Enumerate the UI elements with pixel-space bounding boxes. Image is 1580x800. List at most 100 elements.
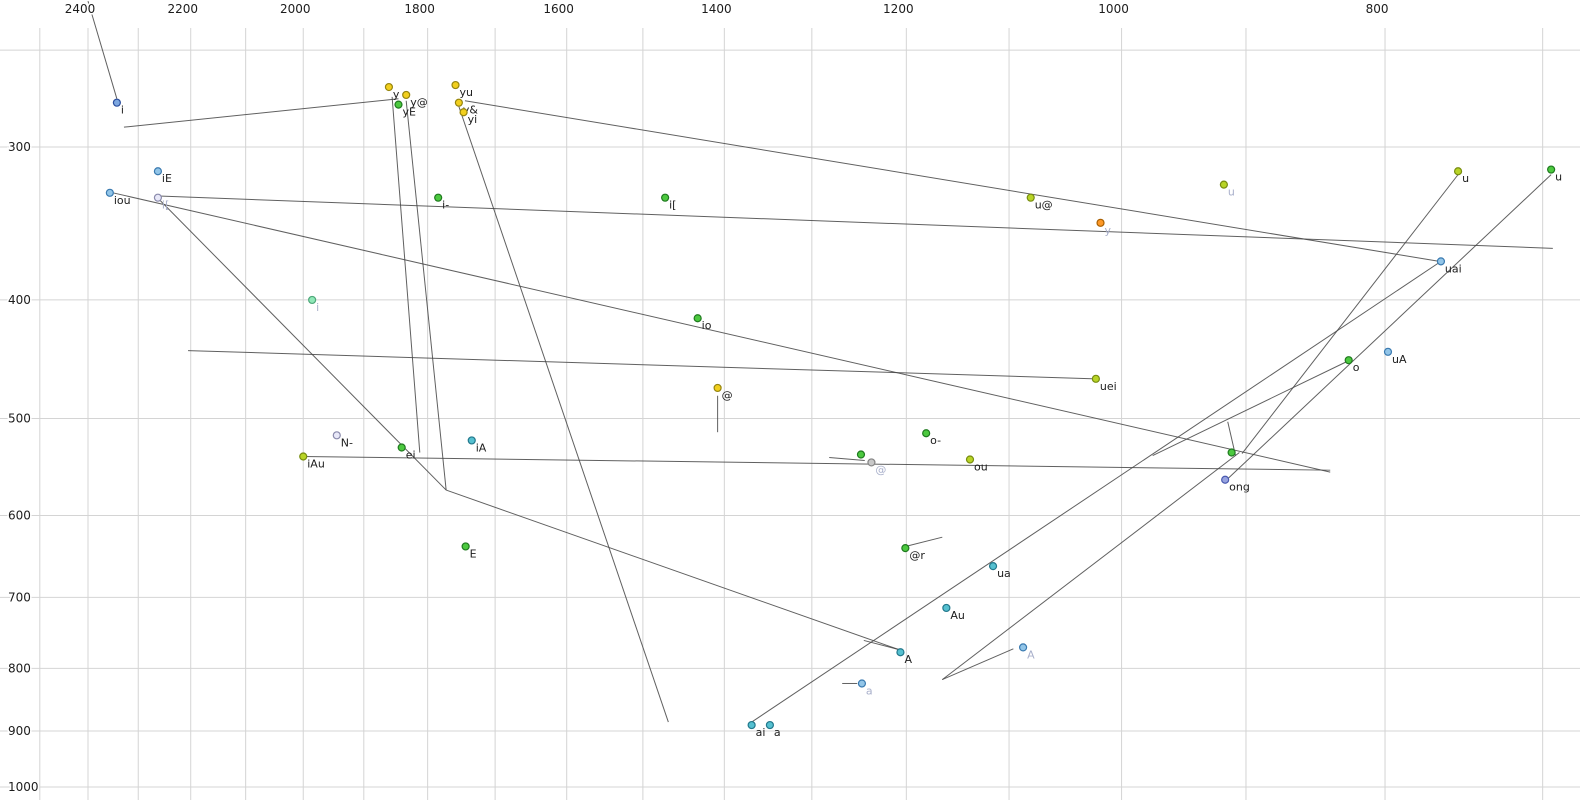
trajectory-line [158, 195, 1553, 249]
data-point[interactable] [1221, 475, 1230, 484]
x-axis-tick-label: 2400 [65, 2, 96, 16]
point-label: A [904, 653, 912, 666]
y-axis-tick-label: 300 [8, 140, 31, 154]
point-label: N- [341, 436, 353, 449]
data-point[interactable] [459, 108, 468, 117]
point-label: u [1555, 171, 1562, 184]
data-point[interactable] [434, 193, 443, 202]
point-label: o- [930, 434, 941, 447]
data-point[interactable] [747, 720, 756, 730]
data-point[interactable] [901, 544, 910, 553]
x-axis-tick-label: 1000 [1098, 2, 1129, 16]
data-point[interactable] [153, 167, 163, 176]
data-point[interactable] [942, 603, 951, 613]
data-point[interactable] [1219, 180, 1228, 189]
point-label: y [393, 88, 400, 101]
data-point[interactable] [402, 90, 411, 100]
data-point[interactable] [451, 80, 460, 90]
data-point[interactable] [713, 383, 722, 393]
x-axis-tick-label: 1200 [883, 2, 914, 16]
data-point[interactable] [332, 431, 341, 440]
point-label: u [1228, 186, 1235, 199]
trajectory-line [405, 100, 447, 491]
point-label: y [1105, 224, 1112, 237]
data-point[interactable] [922, 429, 931, 438]
trajectory-line [303, 456, 1331, 471]
trajectory-line [863, 639, 899, 650]
point-label: y@ [410, 96, 428, 109]
point-label: @ [875, 463, 886, 476]
data-point[interactable] [394, 100, 403, 109]
y-axis-tick-label: 1000 [8, 780, 39, 794]
data-point[interactable] [299, 452, 308, 461]
point-label: yi [468, 113, 478, 126]
data-point[interactable] [1091, 374, 1100, 383]
y-axis-tick-label: 700 [8, 590, 31, 604]
point-label: @ [722, 389, 733, 402]
trajectory-line [1227, 174, 1552, 480]
trajectory-line [391, 96, 421, 453]
trajectory-line [1241, 174, 1459, 454]
data-point[interactable] [105, 188, 114, 197]
trajectory-line [942, 648, 1014, 681]
data-point[interactable] [308, 295, 317, 305]
point-label: ong [1229, 481, 1250, 494]
point-label: iAu [307, 458, 325, 471]
data-point[interactable] [765, 720, 775, 730]
x-axis-tick-label: 2000 [280, 2, 311, 16]
data-point[interactable] [467, 436, 476, 445]
trajectory-line [941, 452, 1240, 680]
point-label: @r [909, 549, 925, 562]
data-point[interactable] [856, 450, 866, 459]
point-label: u [1462, 172, 1469, 185]
data-point[interactable] [1096, 218, 1105, 227]
trajectory-line [445, 489, 901, 651]
trajectory-line [458, 106, 669, 723]
data-point[interactable] [1344, 356, 1353, 365]
point-label: ei [406, 449, 416, 462]
data-point[interactable] [1026, 193, 1035, 202]
data-point[interactable] [867, 458, 876, 467]
trajectory-line [112, 192, 1331, 473]
data-point[interactable] [1383, 347, 1393, 356]
data-point[interactable] [1227, 448, 1236, 457]
trajectory-line [87, 0, 118, 99]
y-axis-tick-label: 400 [8, 293, 31, 307]
x-axis-tick-label: 2200 [167, 2, 198, 16]
trajectory-line [829, 456, 865, 461]
data-point[interactable] [1018, 643, 1028, 652]
x-axis-tick-label: 1800 [404, 2, 435, 16]
data-point[interactable] [153, 193, 163, 202]
data-point[interactable] [857, 679, 867, 688]
point-label: o [1353, 361, 1360, 374]
trajectory-line [464, 100, 1440, 262]
data-point[interactable] [988, 562, 998, 571]
y-axis-tick-label: 800 [8, 661, 31, 675]
data-point[interactable] [461, 542, 470, 551]
data-point[interactable] [896, 648, 905, 657]
trajectory-line [751, 260, 1442, 723]
point-label: a [774, 726, 781, 739]
data-point[interactable] [454, 98, 463, 107]
data-point[interactable] [112, 98, 121, 107]
point-label: i[ [669, 199, 676, 212]
trajectory-line [158, 198, 447, 491]
trajectory-line [1152, 360, 1348, 456]
point-label: uai [1445, 262, 1462, 275]
data-point[interactable] [661, 193, 670, 202]
y-axis-tick-label: 600 [8, 508, 31, 522]
data-point[interactable] [1436, 257, 1446, 266]
data-point[interactable] [397, 443, 406, 452]
data-point[interactable] [1547, 165, 1556, 174]
point-label: E [470, 547, 477, 560]
data-point[interactable] [693, 314, 702, 323]
data-point[interactable] [1453, 167, 1463, 176]
point-label: uei [1100, 380, 1117, 393]
data-point[interactable] [965, 455, 975, 464]
point-label: iA [476, 441, 487, 454]
data-point[interactable] [384, 82, 394, 92]
point-label: ua [997, 567, 1011, 580]
point-label: iE [162, 172, 172, 185]
trajectory-line [123, 98, 399, 128]
